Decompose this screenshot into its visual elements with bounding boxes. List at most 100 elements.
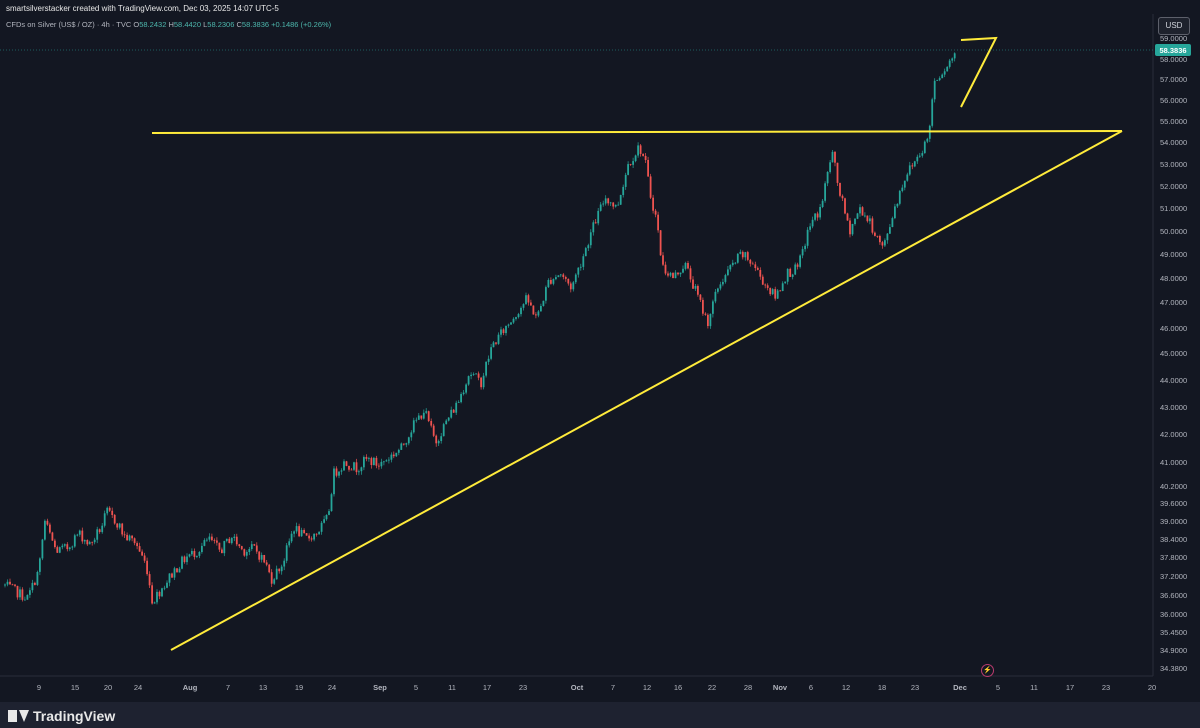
candle-body (360, 467, 363, 472)
candle-body (582, 256, 585, 267)
candle-body (263, 555, 266, 563)
price-tick-label: 57.0000 (1160, 75, 1187, 84)
candle-body (654, 210, 657, 215)
candle-body (729, 265, 732, 270)
candle-body (427, 411, 430, 421)
candle-body (345, 461, 348, 466)
candle-body (881, 242, 884, 246)
time-tick-label: 22 (708, 683, 716, 692)
candle-body (230, 537, 233, 544)
time-tick-label: Aug (183, 683, 198, 692)
candle-body (614, 204, 617, 207)
candle-body (707, 314, 709, 326)
price-tick-label: 48.0000 (1160, 274, 1187, 283)
time-tick-label: Nov (773, 683, 788, 692)
candle-body (784, 281, 787, 284)
lightning-icon[interactable]: ⚡ (981, 664, 994, 677)
candle-body (550, 280, 552, 284)
candle-body (365, 457, 368, 459)
candle-body (211, 536, 213, 541)
candle-body (744, 252, 747, 258)
price-tick-label: 39.6000 (1160, 499, 1187, 508)
candle-body (579, 266, 582, 268)
candle-body (71, 546, 74, 548)
candle-body (383, 461, 385, 463)
candle-body (370, 458, 373, 465)
candle-body (510, 322, 512, 325)
candle-body (410, 432, 413, 438)
candle-body (415, 419, 418, 421)
time-tick-label: 13 (259, 683, 267, 692)
candle-body (348, 465, 350, 470)
candle-body (245, 552, 248, 556)
open-label: O (133, 20, 140, 29)
candle-body (921, 153, 924, 156)
currency-button[interactable]: USD (1158, 17, 1190, 35)
candle-body (146, 560, 148, 575)
candle-body (592, 222, 595, 233)
candle-body (430, 421, 433, 426)
support-trendline[interactable] (170, 130, 1123, 651)
price-tick-label: 59.0000 (1160, 34, 1187, 43)
candle-body (14, 584, 16, 586)
candle-body (622, 186, 625, 195)
candle-body (83, 540, 86, 542)
candle-body (385, 460, 388, 462)
candle-body (405, 443, 408, 445)
footer-bar: TradingView (0, 702, 1200, 728)
candle-body (672, 272, 674, 279)
wedge-pattern[interactable] (960, 36, 998, 108)
tradingview-brand[interactable]: TradingView (8, 708, 115, 724)
candle-body (255, 545, 258, 552)
candle-body (260, 555, 263, 560)
open-value: 58.2432 (139, 20, 167, 29)
candle-body (303, 530, 305, 534)
candle-body (335, 468, 338, 476)
time-tick-label: 23 (519, 683, 527, 692)
time-tick-label: Oct (571, 683, 584, 692)
resistance-line[interactable] (151, 130, 1123, 134)
candle-body (754, 264, 757, 268)
candle-body (86, 540, 89, 545)
candle-body (811, 219, 814, 227)
candle-body (176, 568, 178, 573)
price-tick-label: 47.0000 (1160, 298, 1187, 307)
time-tick-label: 28 (744, 683, 752, 692)
candle-body (712, 301, 714, 314)
candle-body (704, 313, 707, 315)
candle-body (31, 582, 34, 591)
time-tick-label: 6 (809, 683, 813, 692)
price-tick-label: 42.0000 (1160, 430, 1187, 439)
candle-body (769, 287, 772, 295)
candle-body (46, 520, 49, 525)
candle-body (158, 591, 161, 597)
candle-body (889, 227, 891, 234)
time-tick-label: Sep (373, 683, 387, 692)
price-axis[interactable]: 59.0000 58.0000 57.0000 56.0000 55.0000 54.00… (1160, 34, 1187, 673)
candle-body (390, 454, 393, 460)
candle-body (731, 262, 734, 266)
price-tick-label: 52.0000 (1160, 182, 1187, 191)
candle-body (599, 204, 602, 211)
price-tick-label: 51.0000 (1160, 204, 1187, 213)
candle-body (293, 531, 295, 534)
candle-body (161, 588, 163, 597)
candle-body (535, 314, 537, 316)
time-axis[interactable]: 9 15 20 24 Aug 7 13 19 24 Sep 5 11 17 23 Oct 7 12 16 22 28 N… (37, 683, 1156, 692)
candle-body (724, 275, 727, 282)
tradingview-logo-icon (8, 710, 29, 722)
candle-body (19, 589, 21, 598)
candle-body (163, 587, 166, 589)
candle-body (235, 536, 238, 545)
candle-body (809, 226, 811, 230)
price-tick-label: 34.9000 (1160, 646, 1187, 655)
candle-body (559, 274, 562, 276)
candle-body (537, 311, 540, 316)
candle-body (814, 213, 816, 220)
candle-body (517, 314, 520, 318)
candle-body (692, 279, 694, 289)
time-tick-label: 23 (911, 683, 919, 692)
candle-body (168, 573, 171, 583)
